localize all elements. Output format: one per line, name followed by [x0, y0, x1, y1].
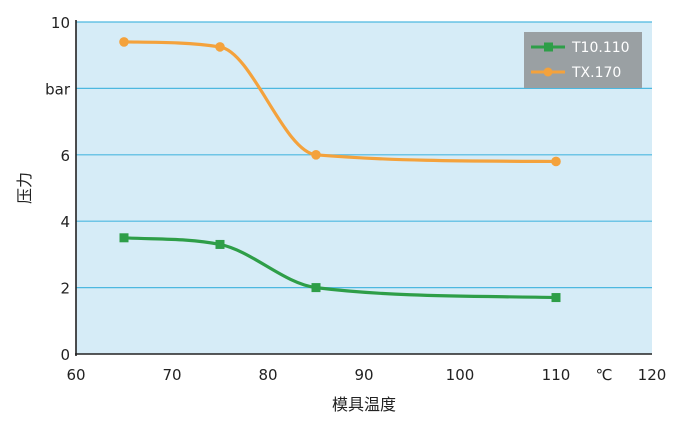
- x-tick-labels: 60 70 80 90 100 110 ℃ 120: [66, 366, 666, 384]
- data-point: [119, 37, 129, 47]
- data-point: [551, 156, 561, 167]
- data-point: [215, 239, 225, 249]
- y-tick-label: bar: [45, 80, 71, 98]
- series-line-2: [122, 40, 558, 164]
- y-tick-label: 2: [60, 280, 70, 298]
- y-axis-title: 压力: [15, 172, 34, 204]
- x-tick-label: ℃: [596, 366, 613, 384]
- legend-box: [524, 32, 642, 88]
- data-point: [551, 293, 561, 303]
- data-point: [119, 233, 129, 243]
- legend: T10.110 TX.170: [524, 32, 642, 88]
- data-point: [215, 42, 225, 52]
- legend-label: T10.110: [571, 40, 630, 56]
- y-tick-label: 10: [51, 14, 70, 32]
- x-tick-label: 80: [258, 366, 277, 384]
- x-tick-label: 90: [354, 366, 373, 384]
- legend-label: TX.170: [571, 65, 621, 81]
- legend-marker: [544, 42, 553, 52]
- data-point: [311, 150, 321, 160]
- y-tick-label: 0: [60, 346, 70, 364]
- x-tick-label: 70: [162, 366, 181, 384]
- x-tick-label: 110: [542, 366, 571, 384]
- gridlines: [76, 21, 652, 289]
- legend-marker: [543, 67, 553, 77]
- y-tick-label: 4: [60, 213, 70, 231]
- x-tick-label: 60: [66, 366, 85, 384]
- series-layer: [119, 37, 561, 303]
- x-tick-label: 100: [446, 366, 475, 384]
- series-line-1: [122, 236, 558, 300]
- x-tick-label: 120: [638, 366, 667, 384]
- y-tick-label: 6: [60, 147, 70, 165]
- data-point: [311, 283, 321, 293]
- x-axis-title: 模具温度: [332, 395, 396, 414]
- y-tick-labels: 0 2 4 6 bar 10: [45, 14, 71, 364]
